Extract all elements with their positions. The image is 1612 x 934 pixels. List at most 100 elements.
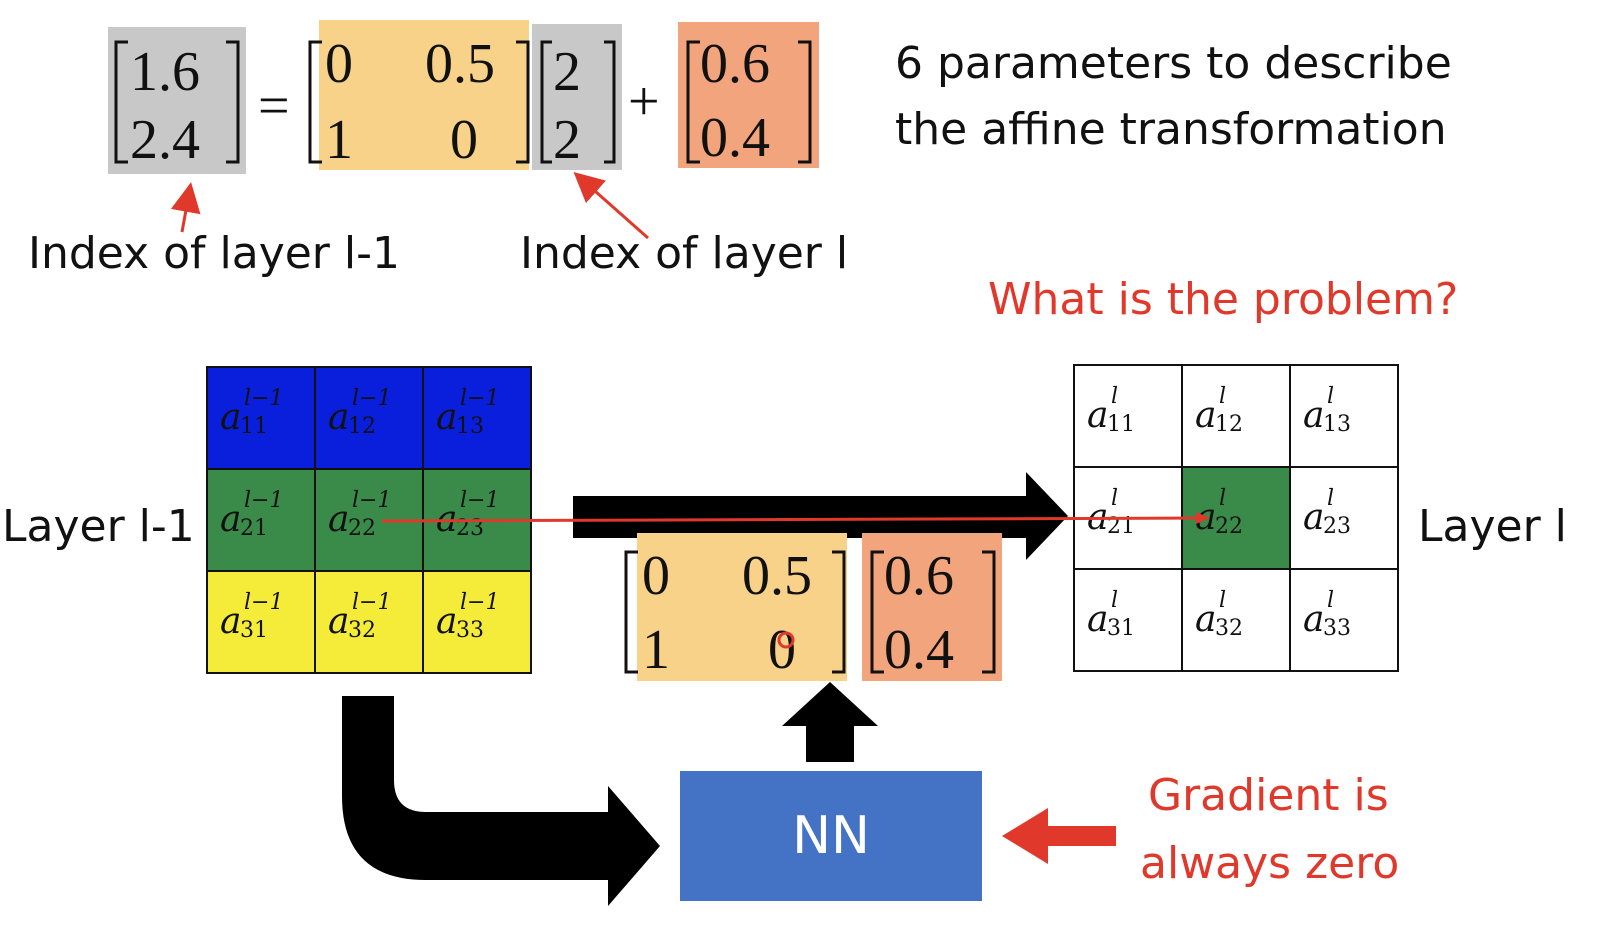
layer-prev-var-superscript: l−1 (244, 488, 284, 513)
index-prev-label: Index of layer l-1 (28, 228, 400, 279)
curved-arrow (342, 696, 660, 906)
layer-prev-var-superscript: l−1 (460, 488, 500, 513)
layer-prev-var-subscript: 33 (456, 618, 484, 643)
layer-prev-cell-11: a l−1 11 (206, 366, 316, 470)
layer-curr-var-31: a l 31 (1087, 590, 1169, 640)
layer-prev-cell-31: a l−1 31 (206, 570, 316, 674)
lhs-value-1: 1.6 (130, 41, 200, 103)
layer-prev-var-subscript: 32 (348, 618, 376, 643)
lower-vector-b-1: 0.6 (884, 545, 954, 607)
layer-prev-var-subscript: 12 (348, 414, 376, 439)
index-prev-arrow (170, 182, 201, 233)
layer-prev-var-base: a (220, 499, 242, 540)
matrix-A-11: 0 (325, 33, 353, 95)
layer-curr-var-32: a l 32 (1195, 590, 1277, 640)
vector-b-1: 0.6 (700, 33, 770, 95)
layer-curr-var-23: a l 23 (1303, 488, 1385, 539)
layer-curr-var-subscript: 11 (1107, 412, 1135, 437)
layer-prev-var-32: a l−1 32 (328, 592, 410, 643)
layer-prev-var-base: a (328, 601, 350, 642)
layer-prev-var-superscript: l−1 (244, 386, 284, 411)
vector-x-bracket (540, 40, 616, 164)
lower-matrix-A-11: 0 (642, 545, 670, 607)
matrix-A-bracket (308, 40, 530, 164)
index-curr-arrow (573, 172, 649, 240)
mapping-line (381, 516, 1209, 523)
layer-prev-var-subscript: 21 (240, 516, 268, 541)
description-line-1: 6 parameters to describe (895, 38, 1452, 89)
layer-curr-var-superscript: l (1111, 588, 1119, 613)
layer-prev-var-base: a (328, 499, 350, 540)
layer-prev-label: Layer l-1 (2, 501, 195, 552)
vector-b-bracket (686, 40, 812, 164)
lower-vector-b-2: 0.4 (884, 619, 954, 681)
layer-curr-cell-13: a l 13 (1289, 364, 1399, 468)
layer-curr-var-12: a l 12 (1195, 386, 1277, 437)
layer-curr-var-subscript: 13 (1323, 412, 1351, 437)
layer-curr-cell-33: a l 33 (1289, 568, 1399, 672)
question-label: What is the problem? (988, 274, 1459, 325)
matrix-A-22: 0 (450, 109, 478, 171)
matrix-A-21: 1 (325, 109, 353, 171)
layer-curr-var-base: a (1195, 395, 1217, 436)
vector-x-1: 2 (553, 41, 581, 103)
description-line-2: the affine transformation (895, 104, 1447, 155)
nn-box: NN (680, 771, 982, 901)
vector-b-2: 0.4 (700, 107, 770, 169)
layer-curr-var-superscript: l (1327, 486, 1335, 511)
layer-prev-var-subscript: 31 (240, 618, 268, 643)
layer-prev-var-superscript: l−1 (352, 590, 392, 615)
lower-matrix-A-box (637, 533, 847, 681)
layer-prev-var-base: a (436, 397, 458, 438)
lower-matrix-A-bracket (624, 550, 846, 674)
layer-curr-cell-32: a l 32 (1181, 568, 1291, 672)
layer-curr-var-base: a (1303, 497, 1325, 538)
layer-curr-var-base: a (1087, 599, 1109, 640)
layer-curr-var-base: a (1087, 395, 1109, 436)
layer-curr-var-subscript: 23 (1323, 514, 1351, 539)
layer-prev-var-superscript: l−1 (244, 590, 284, 615)
layer-prev-cell-21: a l−1 21 (206, 468, 316, 572)
layer-curr-var-subscript: 21 (1107, 514, 1135, 539)
lower-matrix-A-21: 1 (642, 619, 670, 681)
layer-curr-cell-11: a l 11 (1073, 364, 1183, 468)
nn-label: NN (792, 806, 870, 866)
layer-curr-var-superscript: l (1111, 486, 1119, 511)
layer-prev-var-31: a l−1 31 (220, 592, 302, 643)
mapping-line-head (1196, 512, 1210, 524)
layer-curr-var-superscript: l (1219, 384, 1227, 409)
index-curr-label: Index of layer l (520, 228, 849, 279)
layer-curr-var-superscript: l (1327, 384, 1335, 409)
layer-curr-var-base: a (1195, 599, 1217, 640)
layer-curr-cell-12: a l 12 (1181, 364, 1291, 468)
layer-prev-var-base: a (328, 397, 350, 438)
layer-curr-var-subscript: 12 (1215, 412, 1243, 437)
layer-curr-cell-23: a l 23 (1289, 466, 1399, 570)
layer-prev-var-22: a l−1 22 (328, 490, 410, 540)
layer-prev-cell-32: a l−1 32 (314, 570, 424, 674)
layer-prev-var-superscript: l−1 (352, 488, 392, 513)
layer-prev-var-base: a (220, 601, 242, 642)
vector-x-2: 2 (553, 109, 581, 171)
layer-curr-var-13: a l 13 (1303, 386, 1385, 437)
layer-curr-var-base: a (1303, 395, 1325, 436)
layer-curr-cell-31: a l 31 (1073, 568, 1183, 672)
layer-curr-var-superscript: l (1111, 384, 1119, 409)
layer-prev-cell-33: a l−1 33 (422, 570, 532, 674)
lower-matrix-A-22: 0 (768, 619, 796, 681)
layer-prev-var-base: a (436, 601, 458, 642)
lhs-bracket (114, 40, 240, 164)
lhs-value-2: 2.4 (130, 109, 200, 171)
equals-sign: = (258, 75, 290, 137)
layer-prev-var-13: a l−1 13 (436, 388, 518, 438)
layer-curr-var-base: a (1303, 599, 1325, 640)
layer-prev-var-11: a l−1 11 (220, 388, 302, 438)
layer-curr-var-subscript: 33 (1323, 616, 1351, 641)
layer-prev-var-superscript: l−1 (352, 386, 392, 411)
vector-b-box (678, 22, 819, 168)
gradient-line-1: Gradient is (1148, 770, 1389, 821)
vector-x-box (532, 24, 622, 170)
matrix-A-box (319, 20, 529, 170)
up-arrow (782, 682, 878, 762)
